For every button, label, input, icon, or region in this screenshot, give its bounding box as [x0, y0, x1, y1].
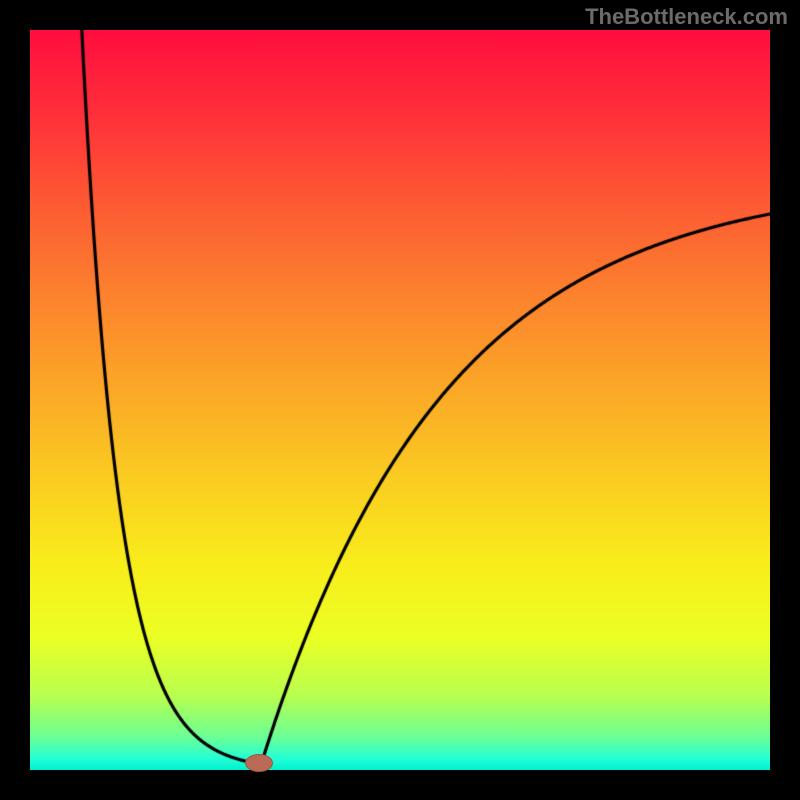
bottleneck-curve [30, 30, 770, 770]
watermark-text: TheBottleneck.com [585, 4, 788, 30]
chart-frame: TheBottleneck.com [0, 0, 800, 800]
plot-area [30, 30, 770, 770]
optimum-marker [245, 754, 273, 772]
